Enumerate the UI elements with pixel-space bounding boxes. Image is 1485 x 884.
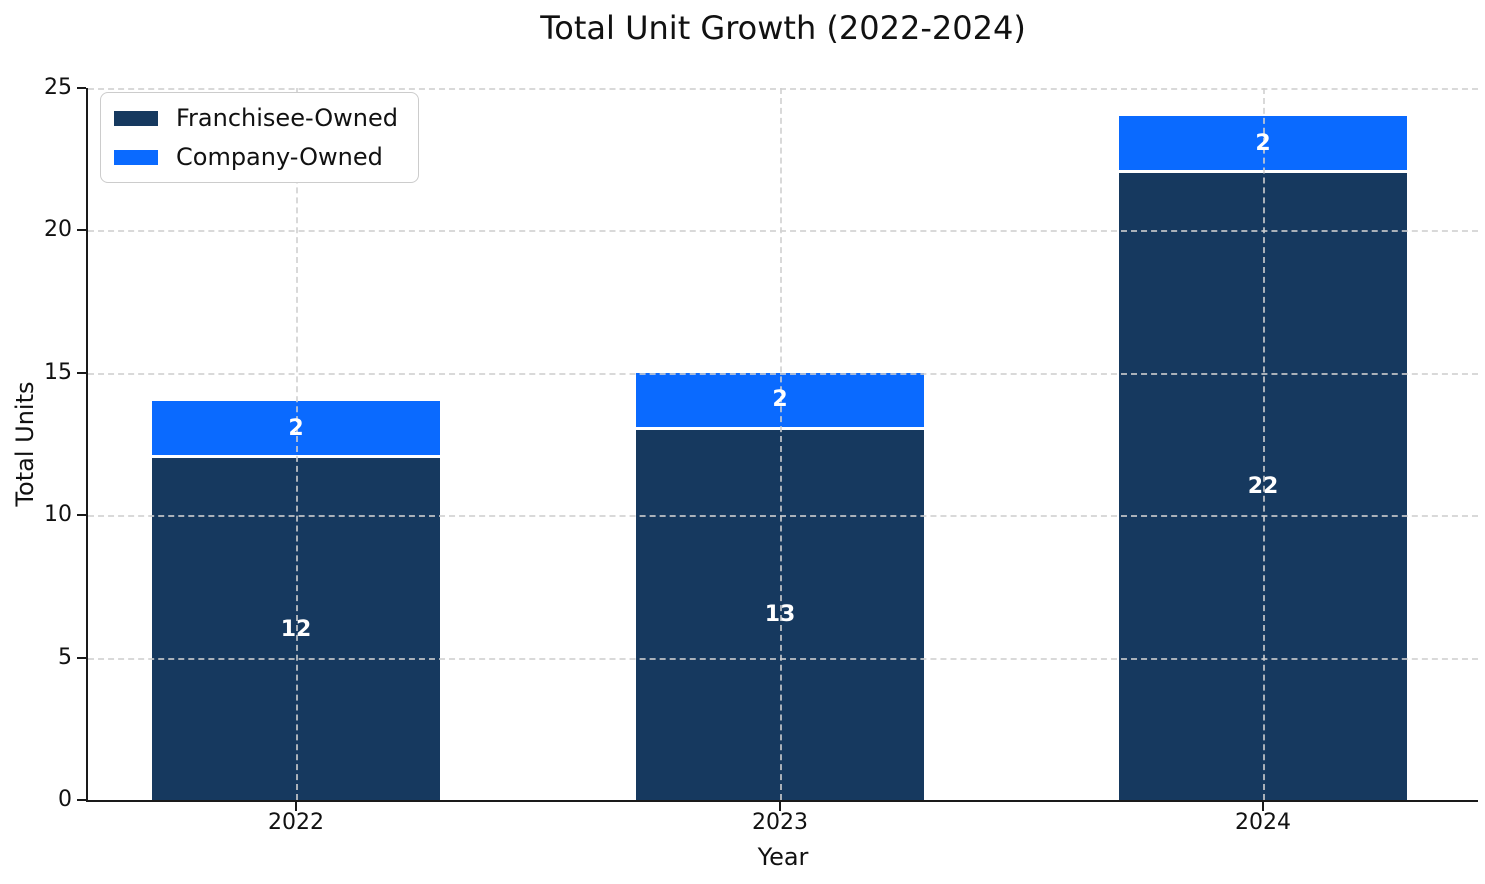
y-tick-label: 25 — [44, 75, 72, 100]
x-tick-mark — [295, 802, 297, 811]
y-tick-mark — [77, 799, 86, 801]
bar-value-label: 2 — [772, 387, 788, 413]
x-axis-title: Year — [757, 843, 809, 871]
bar-value-label: 22 — [1247, 474, 1279, 500]
y-axis-title: Total Units — [11, 381, 39, 507]
y-tick-label: 15 — [44, 359, 72, 385]
x-tick-mark — [779, 802, 781, 811]
x-axis-spine — [86, 800, 1478, 802]
bar-value-label: 2 — [288, 415, 304, 441]
y-tick-label: 20 — [44, 217, 72, 243]
y-tick-mark — [77, 656, 86, 659]
legend: Franchisee-Owned Company-Owned — [100, 92, 420, 183]
x-tick-mark — [1262, 802, 1264, 811]
gridline-vertical — [1263, 88, 1265, 800]
gridline-horizontal — [88, 88, 1478, 90]
y-tick-mark — [77, 87, 86, 89]
y-tick-label: 0 — [58, 787, 72, 812]
y-tick-label: 5 — [58, 644, 72, 670]
legend-label-company-owned: Company-Owned — [176, 143, 383, 171]
y-tick-mark — [77, 371, 86, 374]
legend-swatch-company-owned — [114, 149, 158, 165]
y-tick-mark — [77, 514, 86, 517]
y-tick-mark — [77, 229, 86, 232]
x-tick-label: 2022 — [268, 810, 324, 835]
y-axis-spine — [86, 88, 88, 802]
bar-value-label: 12 — [280, 616, 312, 642]
y-tick-label: 10 — [44, 502, 72, 528]
x-tick-label: 2024 — [1235, 810, 1291, 835]
bar-value-label: 13 — [764, 602, 796, 628]
gridline-horizontal — [88, 372, 1478, 375]
gridline-vertical — [296, 88, 298, 800]
gridline-horizontal — [88, 657, 1478, 660]
legend-label-franchisee-owned: Franchisee-Owned — [176, 104, 399, 132]
gridline-horizontal — [88, 515, 1478, 518]
gridline-vertical — [780, 88, 782, 800]
chart-title: Total Unit Growth (2022-2024) — [540, 9, 1026, 47]
legend-item-company-owned: Company-Owned — [114, 143, 398, 171]
legend-swatch-franchisee-owned — [114, 110, 158, 126]
bar-value-label: 2 — [1255, 130, 1271, 156]
plot-area: 12 2 13 2 22 2 — [88, 88, 1478, 800]
x-tick-label: 2023 — [752, 810, 808, 835]
legend-item-franchisee-owned: Franchisee-Owned — [114, 104, 398, 132]
gridline-horizontal — [88, 230, 1478, 233]
